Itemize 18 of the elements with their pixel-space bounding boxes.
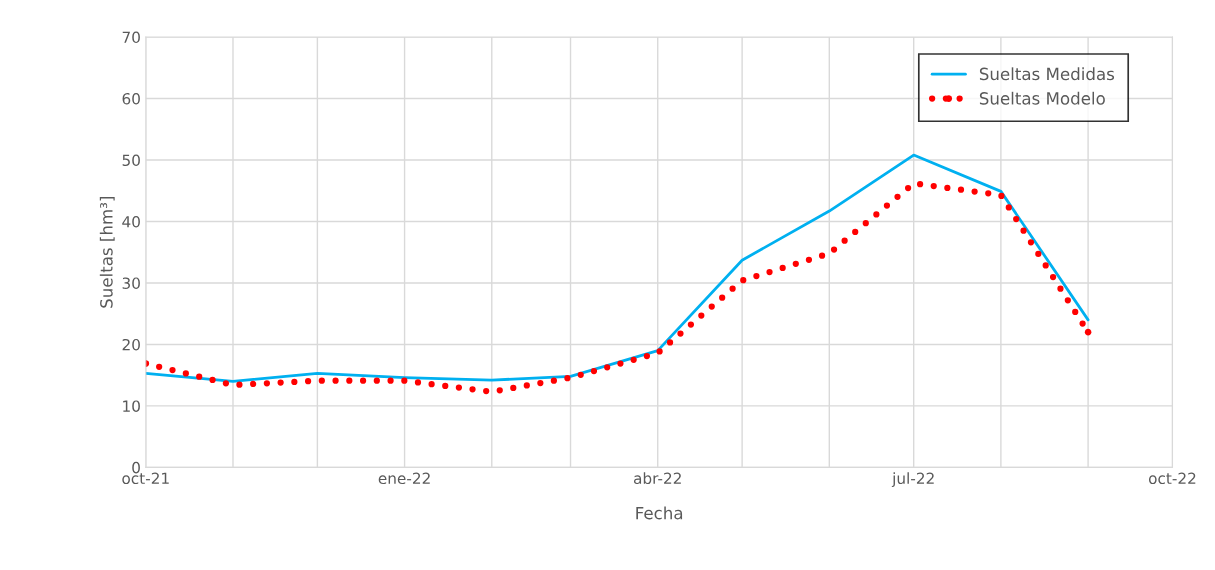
line-series <box>145 153 1090 383</box>
y-tick-label: 60 <box>122 92 140 105</box>
legend-label: Sueltas Medidas <box>979 67 1115 81</box>
y-tick-label: 70 <box>122 31 140 44</box>
y-tick-label: 20 <box>122 338 140 351</box>
y-tick-label: 40 <box>122 215 140 228</box>
x-axis-title: Fecha <box>636 506 683 520</box>
x-tick-label: oct-21 <box>122 472 169 485</box>
x-tick-label: oct-22 <box>1148 472 1196 485</box>
x-tick-label: ene-22 <box>378 472 430 485</box>
y-tick-label: 50 <box>122 154 140 167</box>
legend-label: Sueltas Modelo <box>979 91 1105 105</box>
y-tick-label: 30 <box>122 277 140 289</box>
x-tick-label: abr-22 <box>633 472 681 485</box>
x-tick-label: jul-22 <box>891 472 934 488</box>
y-tick-label: 10 <box>123 400 140 412</box>
y-axis-title: Sueltas [hm³] <box>99 197 115 308</box>
y-tick-label: 0 <box>132 461 140 474</box>
